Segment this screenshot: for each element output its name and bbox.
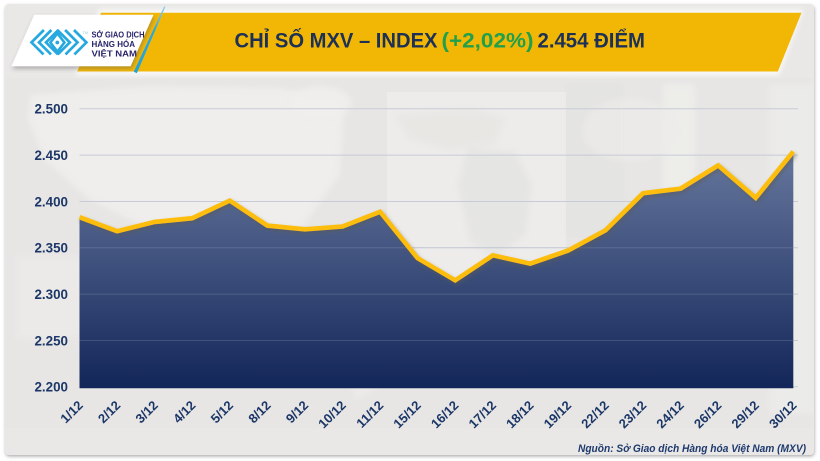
svg-text:2.200: 2.200 bbox=[34, 380, 68, 395]
svg-text:SỞ GIAO DỊCH: SỞ GIAO DỊCH bbox=[92, 31, 145, 40]
svg-text:2.450: 2.450 bbox=[34, 148, 68, 163]
svg-text:2.400: 2.400 bbox=[34, 194, 68, 209]
svg-text:2.500: 2.500 bbox=[34, 102, 68, 117]
svg-text:HÀNG HÓA: HÀNG HÓA bbox=[92, 40, 136, 49]
svg-text:Nguồn: Sở Giao dịch Hàng hóa V: Nguồn: Sở Giao dịch Hàng hóa Việt Nam (M… bbox=[578, 443, 806, 455]
svg-text:2.350: 2.350 bbox=[34, 241, 68, 256]
svg-text:2.250: 2.250 bbox=[34, 333, 68, 348]
svg-text:VIỆT NAM: VIỆT NAM bbox=[92, 49, 138, 58]
svg-text:TM: TM bbox=[83, 31, 88, 35]
svg-text:CHỈ SỐ MXV – INDEX(+2,02%)2.45: CHỈ SỐ MXV – INDEX(+2,02%) 2.454 ĐIỂM bbox=[235, 26, 646, 52]
svg-text:2.300: 2.300 bbox=[34, 287, 68, 302]
